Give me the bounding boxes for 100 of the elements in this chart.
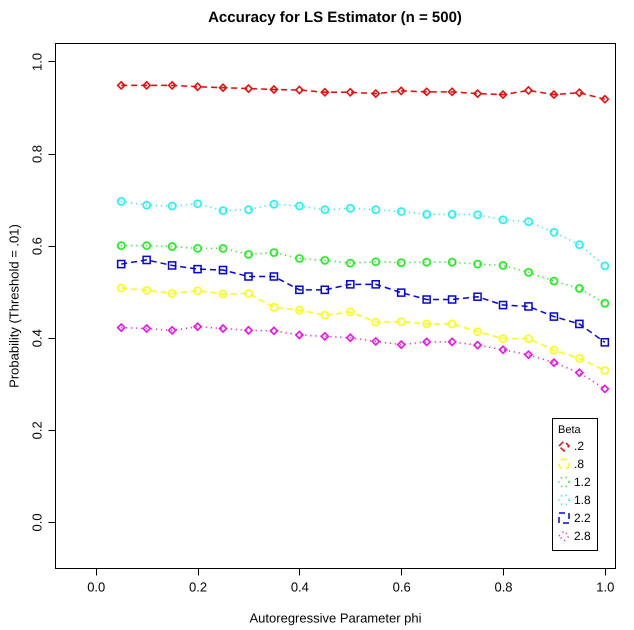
point xyxy=(116,241,126,250)
y-tick-label: 0.6 xyxy=(30,237,44,256)
x-tick-label: 0.8 xyxy=(494,580,513,594)
point xyxy=(295,330,304,340)
point xyxy=(270,200,278,208)
point xyxy=(218,206,228,215)
point xyxy=(295,306,304,314)
point xyxy=(371,89,380,98)
point xyxy=(550,346,558,354)
legend-label: .8 xyxy=(574,457,584,471)
point xyxy=(550,90,558,99)
point xyxy=(575,284,584,293)
point xyxy=(575,320,584,328)
legend-label: 2.2 xyxy=(574,511,592,525)
point xyxy=(371,205,380,214)
point xyxy=(142,81,151,90)
point xyxy=(473,327,482,336)
point xyxy=(473,210,482,220)
point xyxy=(448,320,456,328)
x-tick-label: 0.6 xyxy=(392,580,411,594)
y-axis-title: Probability (Threshold = .01) xyxy=(6,224,22,388)
point xyxy=(116,197,126,206)
point xyxy=(295,86,304,94)
point xyxy=(193,199,202,208)
point xyxy=(320,332,330,341)
point xyxy=(524,302,533,311)
point xyxy=(142,241,151,250)
point xyxy=(396,86,406,96)
point xyxy=(524,268,533,277)
x-tick-label: 0.4 xyxy=(290,580,309,594)
x-tick-label: 0.2 xyxy=(189,580,208,594)
point xyxy=(524,350,533,360)
point xyxy=(422,338,431,346)
point xyxy=(142,200,151,210)
legend-label: 1.8 xyxy=(574,493,592,507)
point xyxy=(193,322,202,331)
legend-title: Beta xyxy=(558,424,582,436)
point xyxy=(422,210,431,219)
point xyxy=(498,216,508,224)
point xyxy=(244,272,253,281)
point xyxy=(346,333,355,342)
point xyxy=(575,368,584,378)
point xyxy=(498,261,508,270)
point xyxy=(448,210,456,219)
point xyxy=(142,286,151,295)
point xyxy=(244,84,253,93)
legend-label: 1.2 xyxy=(574,475,592,489)
point xyxy=(575,88,584,98)
point xyxy=(244,205,253,214)
point xyxy=(218,244,228,253)
point xyxy=(142,324,151,333)
point xyxy=(498,300,508,310)
point xyxy=(244,250,253,259)
point xyxy=(116,284,126,292)
point xyxy=(473,89,482,98)
point xyxy=(600,262,610,270)
point xyxy=(218,290,228,298)
point xyxy=(244,289,253,298)
point xyxy=(218,324,228,333)
point xyxy=(168,242,176,251)
chart-title: Accuracy for LS Estimator (n = 500) xyxy=(208,9,462,26)
point xyxy=(524,217,533,226)
point xyxy=(116,81,126,90)
point xyxy=(422,258,431,266)
point xyxy=(422,320,431,328)
point xyxy=(448,338,456,346)
point xyxy=(524,334,533,343)
point xyxy=(116,323,126,332)
legend-label: 2.8 xyxy=(574,529,592,543)
point xyxy=(396,340,406,349)
point xyxy=(270,248,278,257)
point xyxy=(550,276,558,286)
point xyxy=(396,207,406,216)
y-tick-label: 0.4 xyxy=(30,329,44,348)
point xyxy=(168,326,176,335)
point xyxy=(371,318,380,326)
y-tick-label: 0.8 xyxy=(30,144,44,164)
point xyxy=(193,264,202,274)
point xyxy=(498,90,508,99)
point xyxy=(550,358,558,367)
point xyxy=(422,88,431,96)
point xyxy=(320,286,330,294)
point xyxy=(295,254,304,263)
point xyxy=(320,256,330,265)
point xyxy=(371,280,380,289)
point xyxy=(575,354,584,363)
point xyxy=(168,289,176,298)
point xyxy=(346,280,355,289)
point xyxy=(346,88,355,97)
legend-label: .2 xyxy=(574,439,584,453)
point xyxy=(473,340,482,350)
point xyxy=(218,83,228,92)
point xyxy=(168,202,176,210)
point xyxy=(168,261,176,270)
point xyxy=(346,308,355,316)
point xyxy=(270,85,278,94)
point xyxy=(193,82,202,92)
point xyxy=(396,258,406,267)
point xyxy=(270,272,278,281)
point xyxy=(218,266,228,274)
